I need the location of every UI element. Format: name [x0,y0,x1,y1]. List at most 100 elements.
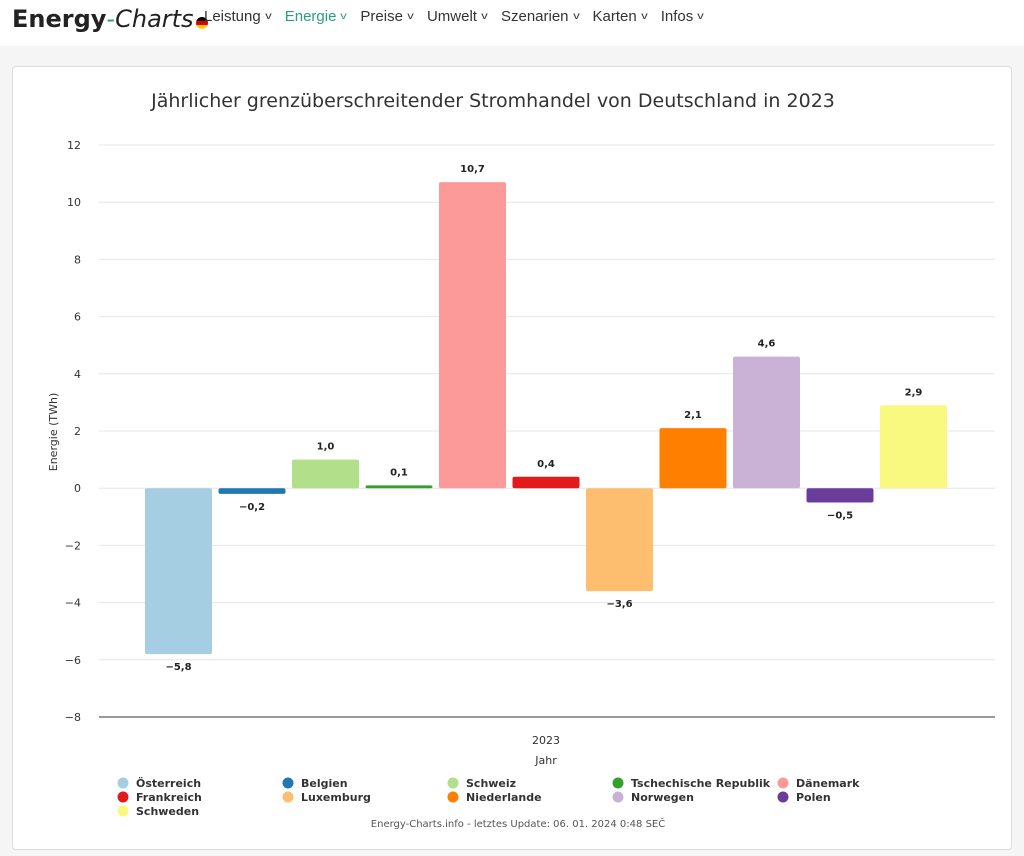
legend-label: Tschechische Republik [631,777,771,790]
chart-card: Jährlicher grenzüberschreitender Stromha… [12,66,1012,850]
nav-infos[interactable]: Infos v [661,8,704,25]
chevron-down-icon: v [481,11,488,22]
legend-swatch [117,777,129,789]
legend-label: Schweiz [466,777,516,790]
y-tick-label: 10 [67,196,81,209]
brand-dash: - [106,5,116,33]
nav-leistung[interactable]: Leistung v [204,8,271,25]
y-tick-label: −8 [65,711,81,724]
nav-umwelt[interactable]: Umwelt v [426,8,488,25]
legend-swatch [777,791,789,803]
chevron-down-icon: v [407,11,414,22]
legend-swatch [447,777,459,789]
legend-swatch [612,791,624,803]
main-nav: Leistung v Energie v Preise v Umwelt v Szena… [204,8,704,25]
brand-logo[interactable]: Energy-Charts [12,4,208,34]
y-tick-label: −6 [65,654,81,667]
chart-credit: Energy-Charts.info - letztes Update: 06.… [371,817,665,830]
nav-label: Preise [360,8,403,25]
chart-title: Jährlicher grenzüberschreitender Stromha… [150,90,835,112]
data-label: −5,8 [165,662,191,673]
legend-swatch [117,791,129,803]
nav-label: Szenarien [500,8,569,25]
y-tick-label: 0 [74,482,81,495]
data-label: −3,6 [606,599,632,610]
y-tick-label: 8 [74,253,81,266]
legend-item[interactable]: Belgien [282,777,348,790]
data-label: −0,2 [239,502,265,513]
legend-item[interactable]: Schweiz [447,777,517,790]
legend-swatch [117,805,129,817]
data-label: 0,4 [537,459,555,470]
nav-energie[interactable]: Energie v [285,8,347,25]
x-tick-label: 2023 [532,734,560,747]
legend-item[interactable]: Österreich [117,776,202,790]
brand-part1: Energy [12,5,107,33]
bar[interactable] [292,459,359,489]
legend-item[interactable]: Frankreich [117,791,202,804]
legend-item[interactable]: Luxemburg [282,791,371,804]
legend-label: Belgien [301,777,348,790]
data-label: 2,9 [905,387,923,398]
legend-label: Österreich [136,776,201,790]
y-axis-ticks: 12 10 8 6 4 2 0 −2 −4 −6 −8 [65,139,81,724]
chevron-down-icon: v [640,11,648,22]
legend-swatch [612,777,624,789]
nav-preise[interactable]: Preise v [360,8,413,25]
legend-item[interactable]: Tschechische Republik [612,777,771,790]
nav-label: Infos [660,8,694,25]
data-labels: −5,8 −0,2 1,0 0,1 10,7 0,4 −3,6 2,1 4,6 −0,5 2,9 [165,164,922,673]
legend-label: Frankreich [136,791,202,804]
nav-label: Leistung [204,8,261,25]
legend-label: Niederlande [466,791,542,804]
y-tick-label: 6 [74,311,81,324]
nav-szenarien[interactable]: Szenarien v [501,8,579,25]
data-label: 4,6 [758,339,776,350]
chart-svg: Jährlicher grenzüberschreitender Stromha… [47,90,995,830]
nav-label: Energie [284,8,337,25]
data-label: 1,0 [317,442,335,453]
nav-karten[interactable]: Karten v [593,8,648,25]
bar[interactable] [586,488,653,592]
x-axis-label: Jahr [534,754,557,767]
chart-legend: Österreich Belgien Schweiz Tschechische Rep… [117,776,861,818]
nav-label: Umwelt [426,8,477,25]
bar[interactable] [659,428,727,489]
legend-item[interactable]: Schweden [117,805,200,818]
legend-swatch [447,791,459,803]
bar[interactable] [145,488,212,655]
legend-item[interactable]: Niederlande [447,791,542,804]
chart-grid [99,144,995,661]
legend-label: Dänemark [796,777,860,790]
data-label: 0,1 [390,467,408,478]
legend-label: Schweden [136,805,199,818]
y-tick-label: −4 [65,597,81,610]
bar[interactable] [439,182,506,489]
chevron-down-icon: v [340,11,348,22]
y-tick-label: 12 [67,139,81,152]
chart-bars [145,182,947,655]
y-tick-label: 4 [74,368,81,381]
legend-swatch [777,777,789,789]
chevron-down-icon: v [264,11,272,22]
legend-label: Polen [796,791,831,804]
data-label: 2,1 [684,410,702,421]
legend-item[interactable]: Dänemark [777,777,861,790]
legend-label: Norwegen [631,791,694,804]
legend-item[interactable]: Norwegen [612,791,694,804]
chevron-down-icon: v [697,11,705,22]
bar[interactable] [218,488,286,494]
german-flag-icon [195,17,208,29]
y-axis-label: Energie (TWh) [47,393,60,471]
y-tick-label: 2 [74,425,81,438]
data-label: 10,7 [460,164,485,175]
bar[interactable] [880,405,947,489]
legend-swatch [282,777,294,789]
navbar: Energy-Charts Leistung v Energie v Preise v… [0,0,1024,46]
bar[interactable] [806,488,874,503]
bar[interactable] [512,476,580,489]
bar[interactable] [365,485,433,489]
bar[interactable] [733,356,800,489]
legend-item[interactable]: Polen [777,791,831,804]
y-tick-label: −2 [65,539,81,552]
